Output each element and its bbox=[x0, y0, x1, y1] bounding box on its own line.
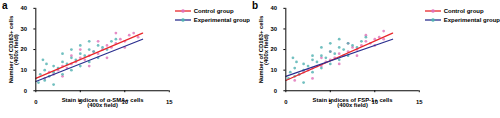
html-text:b: b bbox=[252, 0, 259, 11]
svg-text:10: 10 bbox=[270, 67, 277, 73]
svg-text:30: 30 bbox=[20, 26, 27, 32]
svg-text:Number of CD163+ cells(400x fi: Number of CD163+ cells(400x field) bbox=[8, 15, 20, 83]
svg-text:15: 15 bbox=[166, 99, 173, 105]
svg-text:0: 0 bbox=[34, 99, 38, 105]
svg-text:Stain indices of FSP-1+ cells(: Stain indices of FSP-1+ cells(400x field… bbox=[313, 97, 394, 109]
svg-text:40: 40 bbox=[270, 5, 277, 11]
svg-text:0: 0 bbox=[274, 88, 278, 94]
svg-text:10: 10 bbox=[20, 67, 27, 73]
html-text:Control group: Control group bbox=[443, 7, 484, 14]
html-text:Experimental group: Experimental group bbox=[193, 16, 250, 23]
html-text:a: a bbox=[2, 0, 8, 11]
svg-text:15: 15 bbox=[416, 99, 423, 105]
svg-text:0: 0 bbox=[24, 88, 28, 94]
html-text:Control group: Control group bbox=[193, 7, 234, 14]
svg-text:Stain indices of α-SMA+ cells(: Stain indices of α-SMA+ cells(400x field… bbox=[62, 97, 145, 109]
html-text:Experimental group: Experimental group bbox=[443, 16, 500, 23]
svg-text:30: 30 bbox=[270, 26, 277, 32]
svg-text:Number of CD163+ cells(400x fi: Number of CD163+ cells(400x field) bbox=[258, 15, 270, 83]
svg-text:20: 20 bbox=[20, 46, 27, 52]
svg-text:40: 40 bbox=[20, 5, 27, 11]
svg-text:0: 0 bbox=[284, 99, 288, 105]
svg-text:20: 20 bbox=[270, 46, 277, 52]
